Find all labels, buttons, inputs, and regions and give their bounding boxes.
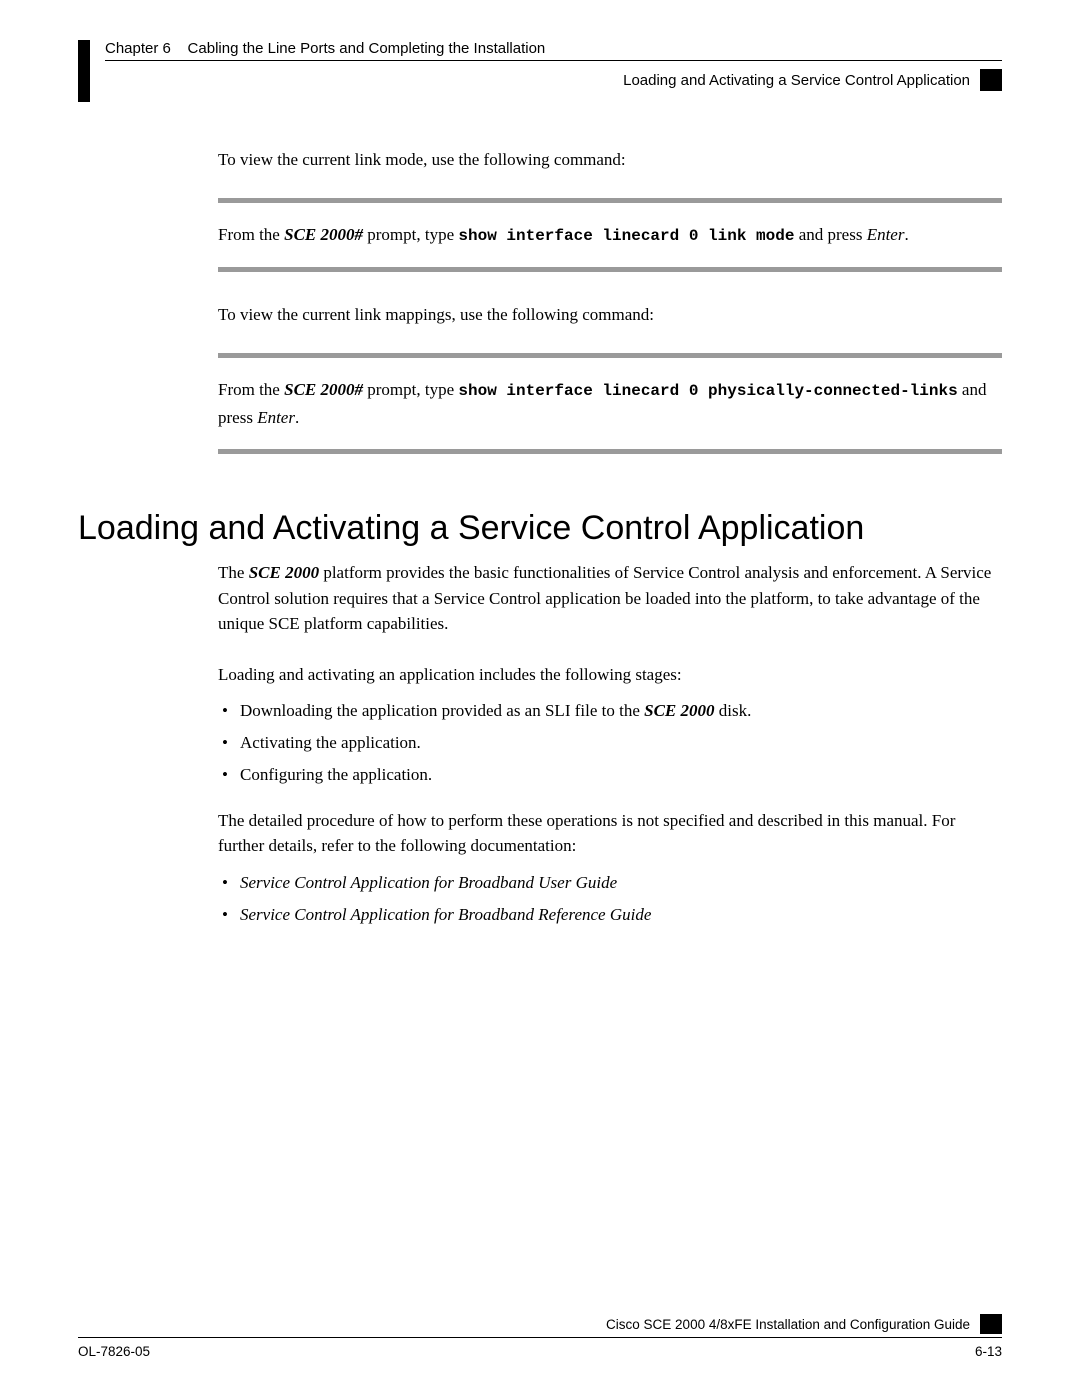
header-chapter-line: Chapter 6 Cabling the Line Ports and Com… — [105, 40, 1002, 61]
list-item: Downloading the application provided as … — [218, 697, 1002, 725]
cmd-prompt: SCE 2000# — [284, 225, 363, 244]
product-name: SCE 2000 — [644, 701, 714, 720]
chapter-prefix: Chapter 6 — [105, 40, 171, 57]
cmd-lead: From the — [218, 380, 284, 399]
list-item: Configuring the application. — [218, 761, 1002, 789]
section-heading: Loading and Activating a Service Control… — [78, 509, 1002, 548]
header-text-block: Chapter 6 Cabling the Line Ports and Com… — [105, 40, 1002, 91]
cmd-enter: Enter — [867, 225, 905, 244]
text-run: Configuring the application. — [240, 765, 432, 784]
page-number: 6-13 — [975, 1344, 1002, 1359]
reference-title: Service Control Application for Broadban… — [240, 873, 617, 892]
list-item: Service Control Application for Broadban… — [218, 901, 1002, 929]
body-paragraph: Loading and activating an application in… — [218, 662, 1002, 688]
cmd-mid: prompt, type — [363, 380, 458, 399]
chapter-title: Cabling the Line Ports and Completing th… — [188, 40, 546, 57]
chapter-label: Chapter 6 Cabling the Line Ports and Com… — [105, 40, 545, 57]
header-right-marker — [980, 69, 1002, 91]
cmd-after: and press — [794, 225, 866, 244]
body-paragraph: The SCE 2000 platform provides the basic… — [218, 560, 1002, 637]
cmd-lead: From the — [218, 225, 284, 244]
text-run: platform provides the basic functionalit… — [218, 563, 991, 633]
header-left-marker — [78, 40, 90, 102]
cmd-period: . — [904, 225, 908, 244]
product-name: SCE 2000 — [249, 563, 319, 582]
header-row: Chapter 6 Cabling the Line Ports and Com… — [78, 40, 1002, 102]
page-header: Chapter 6 Cabling the Line Ports and Com… — [78, 40, 1002, 102]
cmd-mid: prompt, type — [363, 225, 458, 244]
text-run: disk. — [715, 701, 752, 720]
reference-title: Service Control Application for Broadban… — [240, 905, 651, 924]
section-content: The SCE 2000 platform provides the basic… — [218, 560, 1002, 928]
command-box: From the SCE 2000# prompt, type show int… — [218, 198, 1002, 273]
document-id: OL-7826-05 — [78, 1344, 150, 1359]
text-run: The — [218, 563, 249, 582]
text-run: Downloading the application provided as … — [240, 701, 644, 720]
cmd-enter: Enter — [257, 408, 295, 427]
body-paragraph: To view the current link mappings, use t… — [218, 302, 1002, 328]
cmd-period: . — [295, 408, 299, 427]
guide-title: Cisco SCE 2000 4/8xFE Installation and C… — [606, 1317, 970, 1332]
footer-right-marker — [980, 1314, 1002, 1334]
footer-bottom-row: OL-7826-05 6-13 — [78, 1337, 1002, 1359]
header-section-line: Loading and Activating a Service Control… — [105, 69, 1002, 91]
list-item: Service Control Application for Broadban… — [218, 869, 1002, 897]
document-page: Chapter 6 Cabling the Line Ports and Com… — [0, 0, 1080, 1397]
cmd-prompt: SCE 2000# — [284, 380, 363, 399]
body-paragraph: The detailed procedure of how to perform… — [218, 808, 1002, 859]
bullet-list: Service Control Application for Broadban… — [218, 869, 1002, 929]
main-content: To view the current link mode, use the f… — [218, 147, 1002, 454]
body-paragraph: To view the current link mode, use the f… — [218, 147, 1002, 173]
list-item: Activating the application. — [218, 729, 1002, 757]
bullet-list: Downloading the application provided as … — [218, 697, 1002, 789]
cmd-command: show interface linecard 0 link mode — [458, 227, 794, 245]
command-box: From the SCE 2000# prompt, type show int… — [218, 353, 1002, 455]
text-run: Activating the application. — [240, 733, 421, 752]
cmd-command: show interface linecard 0 physically-con… — [458, 382, 957, 400]
page-footer: Cisco SCE 2000 4/8xFE Installation and C… — [78, 1314, 1002, 1359]
section-title: Loading and Activating a Service Control… — [623, 72, 970, 89]
footer-top-row: Cisco SCE 2000 4/8xFE Installation and C… — [78, 1314, 1002, 1334]
